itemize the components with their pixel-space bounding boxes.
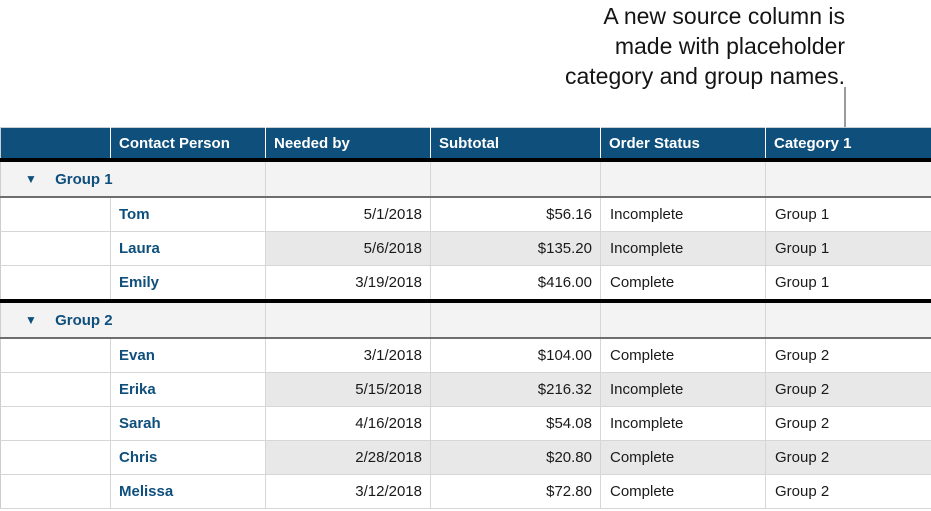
table-row: Erika 5/15/2018 $216.32 Incomplete Group… xyxy=(0,372,931,407)
empty-cell[interactable] xyxy=(765,160,931,198)
subtotal-cell[interactable]: $416.00 xyxy=(430,265,601,303)
callout-leader-line xyxy=(844,87,846,127)
order-status-cell[interactable]: Complete xyxy=(600,338,766,373)
subtotal-cell[interactable]: $216.32 xyxy=(430,372,601,407)
header-cell-category-1[interactable]: Category 1 xyxy=(765,127,931,162)
callout-line: category and group names. xyxy=(564,63,845,89)
empty-cell[interactable] xyxy=(600,160,766,198)
category-cell[interactable]: Group 2 xyxy=(765,338,931,373)
order-status-cell[interactable]: Incomplete xyxy=(600,197,766,232)
group-label-cell[interactable]: ▼ Group 2 xyxy=(0,301,266,339)
header-cell-row-header[interactable] xyxy=(0,127,111,162)
row-header-cell[interactable] xyxy=(0,406,111,441)
needed-by-cell[interactable]: 3/1/2018 xyxy=(265,338,431,373)
group-label: Group 1 xyxy=(55,170,113,188)
category-cell[interactable]: Group 2 xyxy=(765,474,931,509)
empty-cell[interactable] xyxy=(265,160,431,198)
needed-by-cell[interactable]: 5/6/2018 xyxy=(265,231,431,266)
row-header-cell[interactable] xyxy=(0,265,111,303)
header-cell-subtotal[interactable]: Subtotal xyxy=(430,127,601,162)
order-status-cell[interactable]: Incomplete xyxy=(600,231,766,266)
row-header-cell[interactable] xyxy=(0,474,111,509)
table-row: Sarah 4/16/2018 $54.08 Incomplete Group … xyxy=(0,406,931,441)
group-label: Group 2 xyxy=(55,311,113,329)
category-cell[interactable]: Group 1 xyxy=(765,197,931,232)
empty-cell[interactable] xyxy=(430,160,601,198)
group-header-row: ▼ Group 1 xyxy=(0,160,931,198)
subtotal-cell[interactable]: $54.08 xyxy=(430,406,601,441)
disclosure-triangle-icon[interactable]: ▼ xyxy=(25,312,37,327)
contact-cell[interactable]: Tom xyxy=(110,197,266,232)
contact-cell[interactable]: Melissa xyxy=(110,474,266,509)
header-cell-contact-person[interactable]: Contact Person xyxy=(110,127,266,162)
needed-by-cell[interactable]: 5/1/2018 xyxy=(265,197,431,232)
header-cell-needed-by[interactable]: Needed by xyxy=(265,127,431,162)
needed-by-cell[interactable]: 4/16/2018 xyxy=(265,406,431,441)
disclosure-triangle-icon[interactable]: ▼ xyxy=(25,171,37,186)
table-row: Tom 5/1/2018 $56.16 Incomplete Group 1 xyxy=(0,197,931,232)
subtotal-cell[interactable]: $104.00 xyxy=(430,338,601,373)
row-header-cell[interactable] xyxy=(0,372,111,407)
categorized-table: Contact Person Needed by Subtotal Order … xyxy=(0,127,931,509)
category-cell[interactable]: Group 2 xyxy=(765,440,931,475)
empty-cell[interactable] xyxy=(430,301,601,339)
callout-line: made with placeholder xyxy=(614,33,845,59)
needed-by-cell[interactable]: 3/19/2018 xyxy=(265,265,431,303)
table-row: Evan 3/1/2018 $104.00 Complete Group 2 xyxy=(0,338,931,373)
contact-cell[interactable]: Evan xyxy=(110,338,266,373)
empty-cell[interactable] xyxy=(265,301,431,339)
category-cell[interactable]: Group 2 xyxy=(765,406,931,441)
needed-by-cell[interactable]: 3/12/2018 xyxy=(265,474,431,509)
contact-cell[interactable]: Erika xyxy=(110,372,266,407)
order-status-cell[interactable]: Complete xyxy=(600,474,766,509)
needed-by-cell[interactable]: 5/15/2018 xyxy=(265,372,431,407)
subtotal-cell[interactable]: $135.20 xyxy=(430,231,601,266)
contact-cell[interactable]: Chris xyxy=(110,440,266,475)
category-cell[interactable]: Group 2 xyxy=(765,372,931,407)
row-header-cell[interactable] xyxy=(0,231,111,266)
categorized-table-container: Contact Person Needed by Subtotal Order … xyxy=(0,127,931,509)
category-cell[interactable]: Group 1 xyxy=(765,231,931,266)
contact-cell[interactable]: Emily xyxy=(110,265,266,303)
table-row: Laura 5/6/2018 $135.20 Incomplete Group … xyxy=(0,231,931,266)
empty-cell[interactable] xyxy=(600,301,766,339)
header-cell-order-status[interactable]: Order Status xyxy=(600,127,766,162)
needed-by-cell[interactable]: 2/28/2018 xyxy=(265,440,431,475)
order-status-cell[interactable]: Incomplete xyxy=(600,406,766,441)
callout-line: A new source column is xyxy=(603,3,845,29)
order-status-cell[interactable]: Incomplete xyxy=(600,372,766,407)
contact-cell[interactable]: Sarah xyxy=(110,406,266,441)
contact-cell[interactable]: Laura xyxy=(110,231,266,266)
callout-annotation: A new source column is made with placeho… xyxy=(565,1,845,91)
table-row: Melissa 3/12/2018 $72.80 Complete Group … xyxy=(0,474,931,509)
row-header-cell[interactable] xyxy=(0,197,111,232)
header-row: Contact Person Needed by Subtotal Order … xyxy=(0,127,931,162)
subtotal-cell[interactable]: $72.80 xyxy=(430,474,601,509)
table-row: Emily 3/19/2018 $416.00 Complete Group 1 xyxy=(0,265,931,303)
empty-cell[interactable] xyxy=(765,301,931,339)
group-header-row: ▼ Group 2 xyxy=(0,301,931,339)
row-header-cell[interactable] xyxy=(0,338,111,373)
category-cell[interactable]: Group 1 xyxy=(765,265,931,303)
subtotal-cell[interactable]: $20.80 xyxy=(430,440,601,475)
order-status-cell[interactable]: Complete xyxy=(600,265,766,303)
row-header-cell[interactable] xyxy=(0,440,111,475)
subtotal-cell[interactable]: $56.16 xyxy=(430,197,601,232)
table-row: Chris 2/28/2018 $20.80 Complete Group 2 xyxy=(0,440,931,475)
group-label-cell[interactable]: ▼ Group 1 xyxy=(0,160,266,198)
order-status-cell[interactable]: Complete xyxy=(600,440,766,475)
